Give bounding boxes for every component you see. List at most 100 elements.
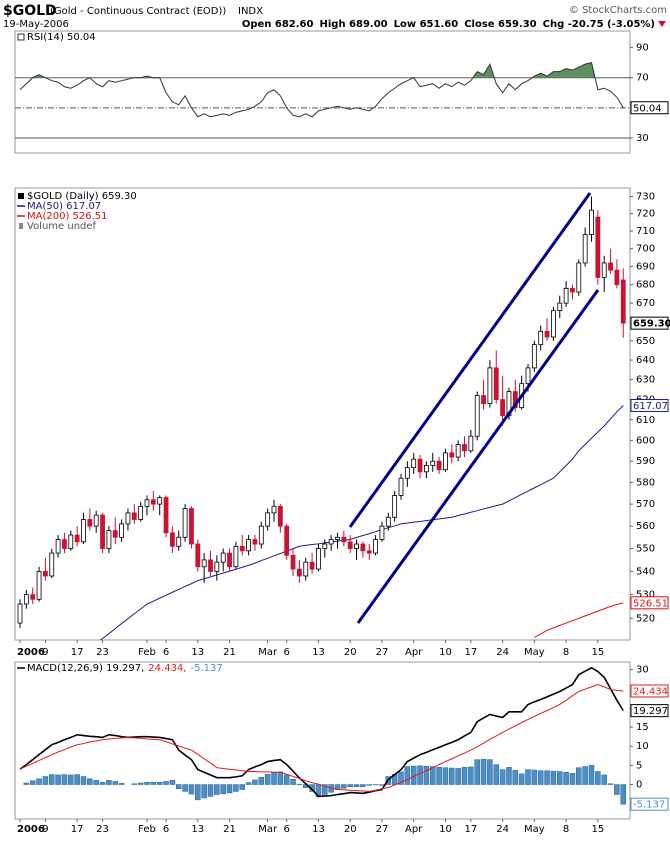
trend-channel-lower: [358, 290, 598, 623]
histogram-bar: [475, 760, 480, 785]
candle-body: [469, 436, 473, 451]
x-tick-label: 20: [344, 824, 357, 835]
candle-body: [583, 235, 587, 263]
histogram-bar: [24, 783, 29, 785]
candle-body: [272, 506, 276, 513]
x-tick-label: 8: [563, 824, 569, 835]
trend-channel-upper: [350, 193, 590, 527]
candle-body: [37, 571, 41, 599]
histogram-bar: [564, 772, 569, 784]
y-tick-label: 580: [636, 478, 655, 489]
candle-body: [151, 500, 155, 504]
y-tick-label: 730: [636, 191, 655, 202]
y-tick-label: 70: [636, 73, 649, 84]
quote-item: Open 682.60: [242, 19, 314, 30]
x-tick-label: Mar: [258, 647, 278, 658]
quote-item: Close 659.30: [464, 19, 536, 30]
legend-label: Volume undef: [27, 221, 97, 232]
candle-body: [158, 498, 162, 505]
candle-body: [374, 540, 378, 554]
quote-item: Chg -20.75 (-3.05%): [543, 19, 655, 30]
histogram-bar: [227, 785, 232, 793]
candle-body: [266, 513, 270, 526]
candle-body: [380, 526, 384, 539]
histogram-bar: [614, 785, 619, 795]
credit: © StockCharts.com: [569, 5, 667, 16]
x-tick-label: 17: [464, 824, 477, 835]
histogram-bar: [37, 779, 42, 785]
histogram-bar: [424, 766, 429, 784]
histogram-bar: [367, 785, 372, 786]
histogram-bar: [87, 779, 92, 785]
candle-body: [24, 595, 28, 604]
candle-body: [323, 544, 327, 549]
histogram-bar: [106, 780, 111, 784]
candle-body: [240, 546, 244, 551]
candle-body: [101, 515, 105, 548]
candle-body: [482, 396, 486, 404]
histogram-bar: [526, 770, 531, 785]
histogram-bar: [138, 783, 143, 785]
histogram-bar: [506, 767, 511, 784]
x-tick-label: 13: [191, 824, 204, 835]
value-tag: 617.07: [633, 401, 668, 412]
histogram-bar: [278, 772, 283, 785]
x-tick-label: 6: [163, 824, 169, 835]
candle-body: [609, 263, 613, 270]
candle-body: [316, 549, 320, 570]
title: $GOLD: [3, 3, 57, 19]
histogram-bar: [68, 775, 73, 785]
candle-body: [443, 453, 447, 470]
x-tick-label: 13: [312, 824, 325, 835]
candle-body: [126, 513, 130, 524]
y-tick-label: 570: [636, 499, 655, 510]
y-tick-label: 690: [636, 262, 655, 273]
histogram-bar: [576, 768, 581, 785]
x-tick-label: May: [524, 647, 545, 658]
legend-item: 24.434,: [148, 663, 186, 674]
rsi-line: [20, 63, 623, 117]
histogram-bar: [176, 785, 181, 789]
candle-body: [602, 263, 606, 277]
y-tick-label: 540: [636, 566, 655, 577]
x-tick-label: 9: [42, 824, 48, 835]
histogram-bar: [284, 775, 289, 785]
y-tick-label: 30: [636, 665, 649, 676]
candle-body: [558, 303, 562, 310]
value-tag: 659.30: [633, 319, 670, 330]
histogram-bar: [354, 785, 359, 787]
histogram-bar: [468, 767, 473, 785]
candle-body: [183, 509, 187, 538]
x-tick-label: 24: [496, 824, 509, 835]
x-tick-label: May: [524, 824, 545, 835]
histogram-bar: [360, 785, 365, 787]
y-tick-label: 640: [636, 355, 655, 366]
exchange: INDX: [238, 6, 263, 17]
x-tick-label: Mar: [258, 824, 278, 835]
legend-icon: [18, 193, 24, 199]
candle-body: [621, 280, 625, 323]
candle-body: [393, 495, 397, 517]
candle-body: [56, 540, 60, 554]
histogram-bar: [513, 770, 518, 784]
candle-body: [456, 445, 460, 458]
y-tick-label: 560: [636, 521, 655, 532]
value-tag: -5.137: [633, 800, 665, 811]
candle-body: [164, 498, 168, 533]
histogram-bar: [62, 775, 67, 785]
price-plot: [18, 196, 625, 643]
legend-label: MACD(12,26,9) 19.297,24.434,-5.137: [27, 663, 223, 674]
histogram-bar: [443, 768, 448, 785]
histogram-bar: [487, 760, 492, 785]
histogram-bar: [214, 785, 219, 795]
moving-average: [534, 603, 623, 638]
histogram-bar: [208, 785, 213, 797]
histogram-bar: [418, 766, 423, 785]
candle-body: [355, 544, 359, 549]
histogram-bar: [119, 783, 124, 784]
x-tick-label: 23: [96, 824, 109, 835]
histogram-bar: [500, 770, 505, 785]
down-arrow: [658, 21, 666, 27]
histogram-bar: [341, 785, 346, 789]
